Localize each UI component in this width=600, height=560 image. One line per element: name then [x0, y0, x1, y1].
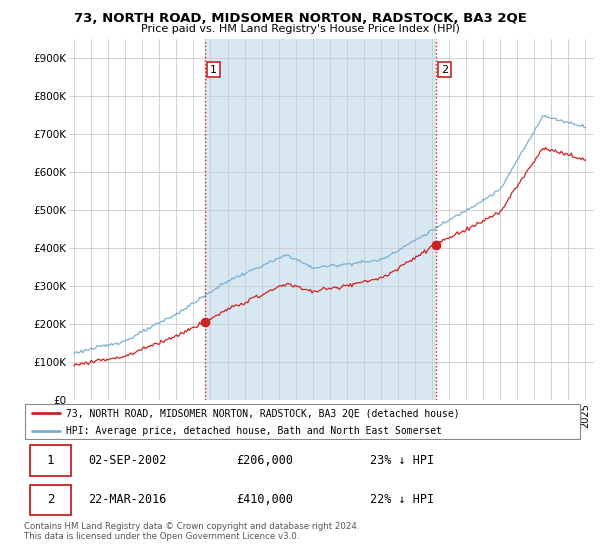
FancyBboxPatch shape [25, 404, 580, 439]
Text: 2: 2 [47, 493, 54, 506]
Text: £206,000: £206,000 [236, 454, 293, 467]
Text: 23% ↓ HPI: 23% ↓ HPI [370, 454, 434, 467]
Bar [205, 39, 436, 400]
Text: 02-SEP-2002: 02-SEP-2002 [88, 454, 167, 467]
FancyBboxPatch shape [29, 445, 71, 475]
FancyBboxPatch shape [29, 485, 71, 515]
Text: 73, NORTH ROAD, MIDSOMER NORTON, RADSTOCK, BA3 2QE (detached house): 73, NORTH ROAD, MIDSOMER NORTON, RADSTOC… [66, 409, 460, 419]
Text: 2: 2 [441, 64, 448, 74]
Text: 73, NORTH ROAD, MIDSOMER NORTON, RADSTOCK, BA3 2QE: 73, NORTH ROAD, MIDSOMER NORTON, RADSTOC… [74, 12, 526, 25]
Text: 22-MAR-2016: 22-MAR-2016 [88, 493, 167, 506]
Text: £410,000: £410,000 [236, 493, 293, 506]
Text: 1: 1 [210, 64, 217, 74]
Text: Price paid vs. HM Land Registry's House Price Index (HPI): Price paid vs. HM Land Registry's House … [140, 24, 460, 34]
Text: HPI: Average price, detached house, Bath and North East Somerset: HPI: Average price, detached house, Bath… [66, 426, 442, 436]
Text: Contains HM Land Registry data © Crown copyright and database right 2024.
This d: Contains HM Land Registry data © Crown c… [24, 522, 359, 542]
Text: 1: 1 [47, 454, 54, 467]
Text: 22% ↓ HPI: 22% ↓ HPI [370, 493, 434, 506]
